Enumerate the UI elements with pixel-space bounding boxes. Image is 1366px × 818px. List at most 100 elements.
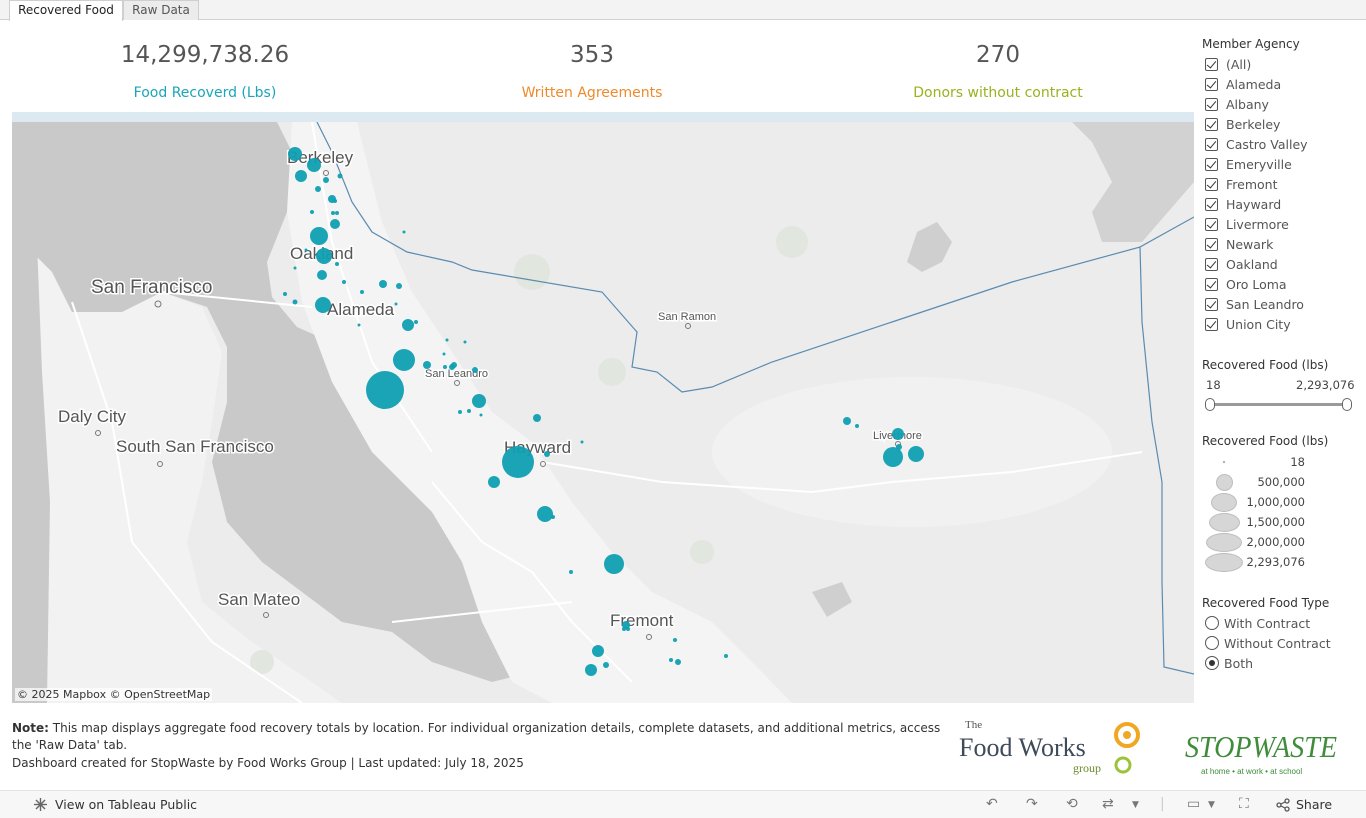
checkbox-checked-icon[interactable]	[1205, 137, 1218, 151]
undo-icon[interactable]: ↶	[986, 796, 998, 812]
checkbox-checked-icon[interactable]	[1205, 197, 1218, 211]
recovery-location-marker[interactable]	[442, 352, 446, 356]
recovery-location-marker[interactable]	[335, 211, 339, 215]
checkbox-checked-icon[interactable]	[1205, 57, 1218, 71]
view-on-tableau-button[interactable]: View on Tableau Public	[33, 797, 197, 812]
refresh-icon[interactable]: ⇄	[1102, 796, 1114, 812]
recovery-location-marker[interactable]	[472, 367, 478, 373]
recovery-location-marker[interactable]	[357, 323, 361, 327]
recovery-location-marker[interactable]	[843, 417, 851, 425]
recovery-location-marker[interactable]	[502, 446, 534, 478]
checkbox-checked-icon[interactable]	[1205, 77, 1218, 91]
recovery-location-marker[interactable]	[402, 319, 414, 331]
fullscreen-icon[interactable]: ⛶	[1239, 796, 1249, 812]
recovery-location-marker[interactable]	[310, 210, 314, 214]
checkbox-checked-icon[interactable]	[1205, 277, 1218, 291]
member-agency-option[interactable]: Alameda	[1205, 76, 1281, 92]
checkbox-checked-icon[interactable]	[1205, 177, 1218, 191]
recovery-location-marker[interactable]	[293, 266, 297, 270]
recovery-location-marker[interactable]	[458, 410, 462, 414]
checkbox-checked-icon[interactable]	[1205, 117, 1218, 131]
food-recovery-map[interactable]: Berkeley Oakland Alameda San Francisco S…	[12, 122, 1194, 703]
checkbox-checked-icon[interactable]	[1205, 317, 1218, 331]
recovery-location-marker[interactable]	[445, 338, 449, 342]
member-agency-option[interactable]: Livermore	[1205, 216, 1289, 232]
recovery-location-marker[interactable]	[307, 158, 321, 172]
recovery-location-marker[interactable]	[533, 414, 541, 422]
recovery-location-marker[interactable]	[330, 219, 340, 229]
recovery-location-marker[interactable]	[603, 662, 609, 668]
recovery-location-marker[interactable]	[883, 447, 903, 467]
recovery-location-marker[interactable]	[396, 283, 402, 289]
recovery-location-marker[interactable]	[569, 570, 573, 574]
range-slider-min-handle[interactable]	[1205, 398, 1215, 411]
revert-icon[interactable]: ⟲	[1066, 796, 1078, 812]
recovery-location-marker[interactable]	[467, 409, 471, 413]
range-slider-max-handle[interactable]	[1342, 398, 1352, 411]
share-button[interactable]: Share	[1276, 797, 1332, 812]
checkbox-checked-icon[interactable]	[1205, 217, 1218, 231]
food-type-option[interactable]: With Contract	[1205, 615, 1310, 631]
recovery-location-marker[interactable]	[323, 177, 329, 183]
recovery-location-marker[interactable]	[855, 424, 859, 428]
download-dropdown-icon[interactable]: ▼	[1208, 800, 1215, 810]
recovery-location-marker[interactable]	[315, 186, 321, 192]
recovery-location-marker[interactable]	[331, 211, 335, 215]
food-type-option[interactable]: Without Contract	[1205, 635, 1331, 651]
recovery-location-marker[interactable]	[622, 627, 626, 631]
recovery-location-marker[interactable]	[892, 428, 904, 440]
recovery-location-marker[interactable]	[283, 292, 287, 296]
recovery-location-marker[interactable]	[626, 627, 630, 631]
member-agency-option[interactable]: Hayward	[1205, 196, 1281, 212]
recovery-location-marker[interactable]	[394, 302, 398, 306]
member-agency-option[interactable]: Castro Valley	[1205, 136, 1308, 152]
member-agency-option[interactable]: Newark	[1205, 236, 1273, 252]
recovery-location-marker[interactable]	[544, 451, 550, 457]
recovery-location-marker[interactable]	[451, 362, 457, 368]
member-agency-option[interactable]: (All)	[1205, 56, 1251, 72]
tab-recovered-food[interactable]: Recovered Food	[9, 0, 123, 21]
map-attribution[interactable]: © 2025 Mapbox © OpenStreetMap	[15, 688, 213, 701]
recovery-location-marker[interactable]	[580, 440, 584, 444]
recovery-location-marker[interactable]	[592, 645, 604, 657]
download-icon[interactable]: ▭	[1187, 796, 1201, 812]
recovery-location-marker[interactable]	[335, 262, 339, 266]
member-agency-option[interactable]: Fremont	[1205, 176, 1277, 192]
recovery-location-marker[interactable]	[295, 170, 307, 182]
recovery-location-marker[interactable]	[537, 506, 553, 522]
checkbox-checked-icon[interactable]	[1205, 297, 1218, 311]
tab-raw-data[interactable]: Raw Data	[123, 0, 199, 20]
member-agency-option[interactable]: Emeryville	[1205, 156, 1292, 172]
recovery-location-marker[interactable]	[292, 299, 298, 305]
recovery-location-marker[interactable]	[463, 340, 467, 344]
recovery-location-marker[interactable]	[342, 280, 346, 284]
member-agency-option[interactable]: Albany	[1205, 96, 1269, 112]
checkbox-checked-icon[interactable]	[1205, 237, 1218, 251]
recovery-location-marker[interactable]	[673, 638, 677, 642]
member-agency-option[interactable]: Union City	[1205, 316, 1291, 332]
member-agency-option[interactable]: San Leandro	[1205, 296, 1304, 312]
radio-icon[interactable]	[1205, 636, 1219, 650]
recovery-location-marker[interactable]	[724, 654, 728, 658]
recovery-location-marker[interactable]	[366, 371, 404, 409]
recovery-location-marker[interactable]	[402, 230, 406, 234]
recovery-location-marker[interactable]	[315, 297, 331, 313]
recovery-location-marker[interactable]	[423, 361, 431, 369]
recovery-location-marker[interactable]	[310, 227, 328, 245]
recovery-location-marker[interactable]	[337, 173, 343, 179]
recovery-location-marker[interactable]	[317, 270, 327, 280]
refresh-dropdown-icon[interactable]: ▼	[1132, 800, 1139, 810]
recovery-location-marker[interactable]	[443, 365, 447, 369]
member-agency-option[interactable]: Berkeley	[1205, 116, 1280, 132]
recovery-location-marker[interactable]	[488, 476, 500, 488]
recovery-location-marker[interactable]	[472, 394, 486, 408]
recovery-location-marker[interactable]	[669, 658, 673, 662]
recovery-location-marker[interactable]	[360, 290, 364, 294]
redo-icon[interactable]: ↷	[1026, 796, 1038, 812]
radio-selected-icon[interactable]	[1205, 656, 1219, 670]
checkbox-checked-icon[interactable]	[1205, 157, 1218, 171]
recovery-location-marker[interactable]	[479, 413, 483, 417]
recovery-location-marker[interactable]	[585, 664, 597, 676]
recovery-location-marker[interactable]	[379, 280, 387, 288]
food-type-option[interactable]: Both	[1205, 655, 1253, 671]
